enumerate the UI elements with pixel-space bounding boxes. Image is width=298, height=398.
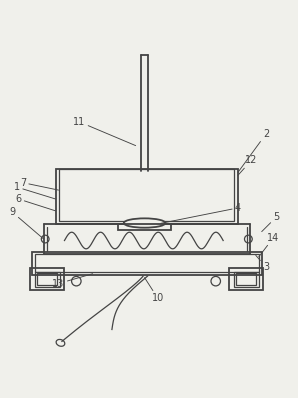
Circle shape	[41, 235, 49, 243]
Text: 14: 14	[259, 232, 280, 257]
Bar	[30, 268, 64, 290]
Text: 1: 1	[14, 182, 55, 199]
Ellipse shape	[124, 219, 165, 228]
Text: 2: 2	[238, 129, 269, 172]
Text: 12: 12	[238, 156, 257, 175]
Bar	[35, 271, 60, 287]
Bar	[118, 224, 171, 230]
Circle shape	[244, 235, 252, 243]
Bar	[234, 271, 259, 287]
Bar	[229, 268, 263, 290]
Text: 3: 3	[256, 256, 269, 272]
Text: 6: 6	[15, 194, 55, 211]
Bar	[32, 252, 262, 275]
Text: 4: 4	[161, 203, 241, 223]
Text: 13: 13	[52, 274, 93, 289]
Text: 11: 11	[73, 117, 136, 146]
Text: 5: 5	[262, 212, 280, 232]
Bar	[35, 254, 259, 272]
Bar	[37, 273, 57, 285]
Bar	[55, 169, 238, 224]
Bar	[236, 273, 256, 285]
Bar	[59, 169, 235, 220]
Text: 9: 9	[10, 207, 44, 239]
Text: 7: 7	[20, 178, 58, 190]
Text: 10: 10	[145, 277, 164, 303]
